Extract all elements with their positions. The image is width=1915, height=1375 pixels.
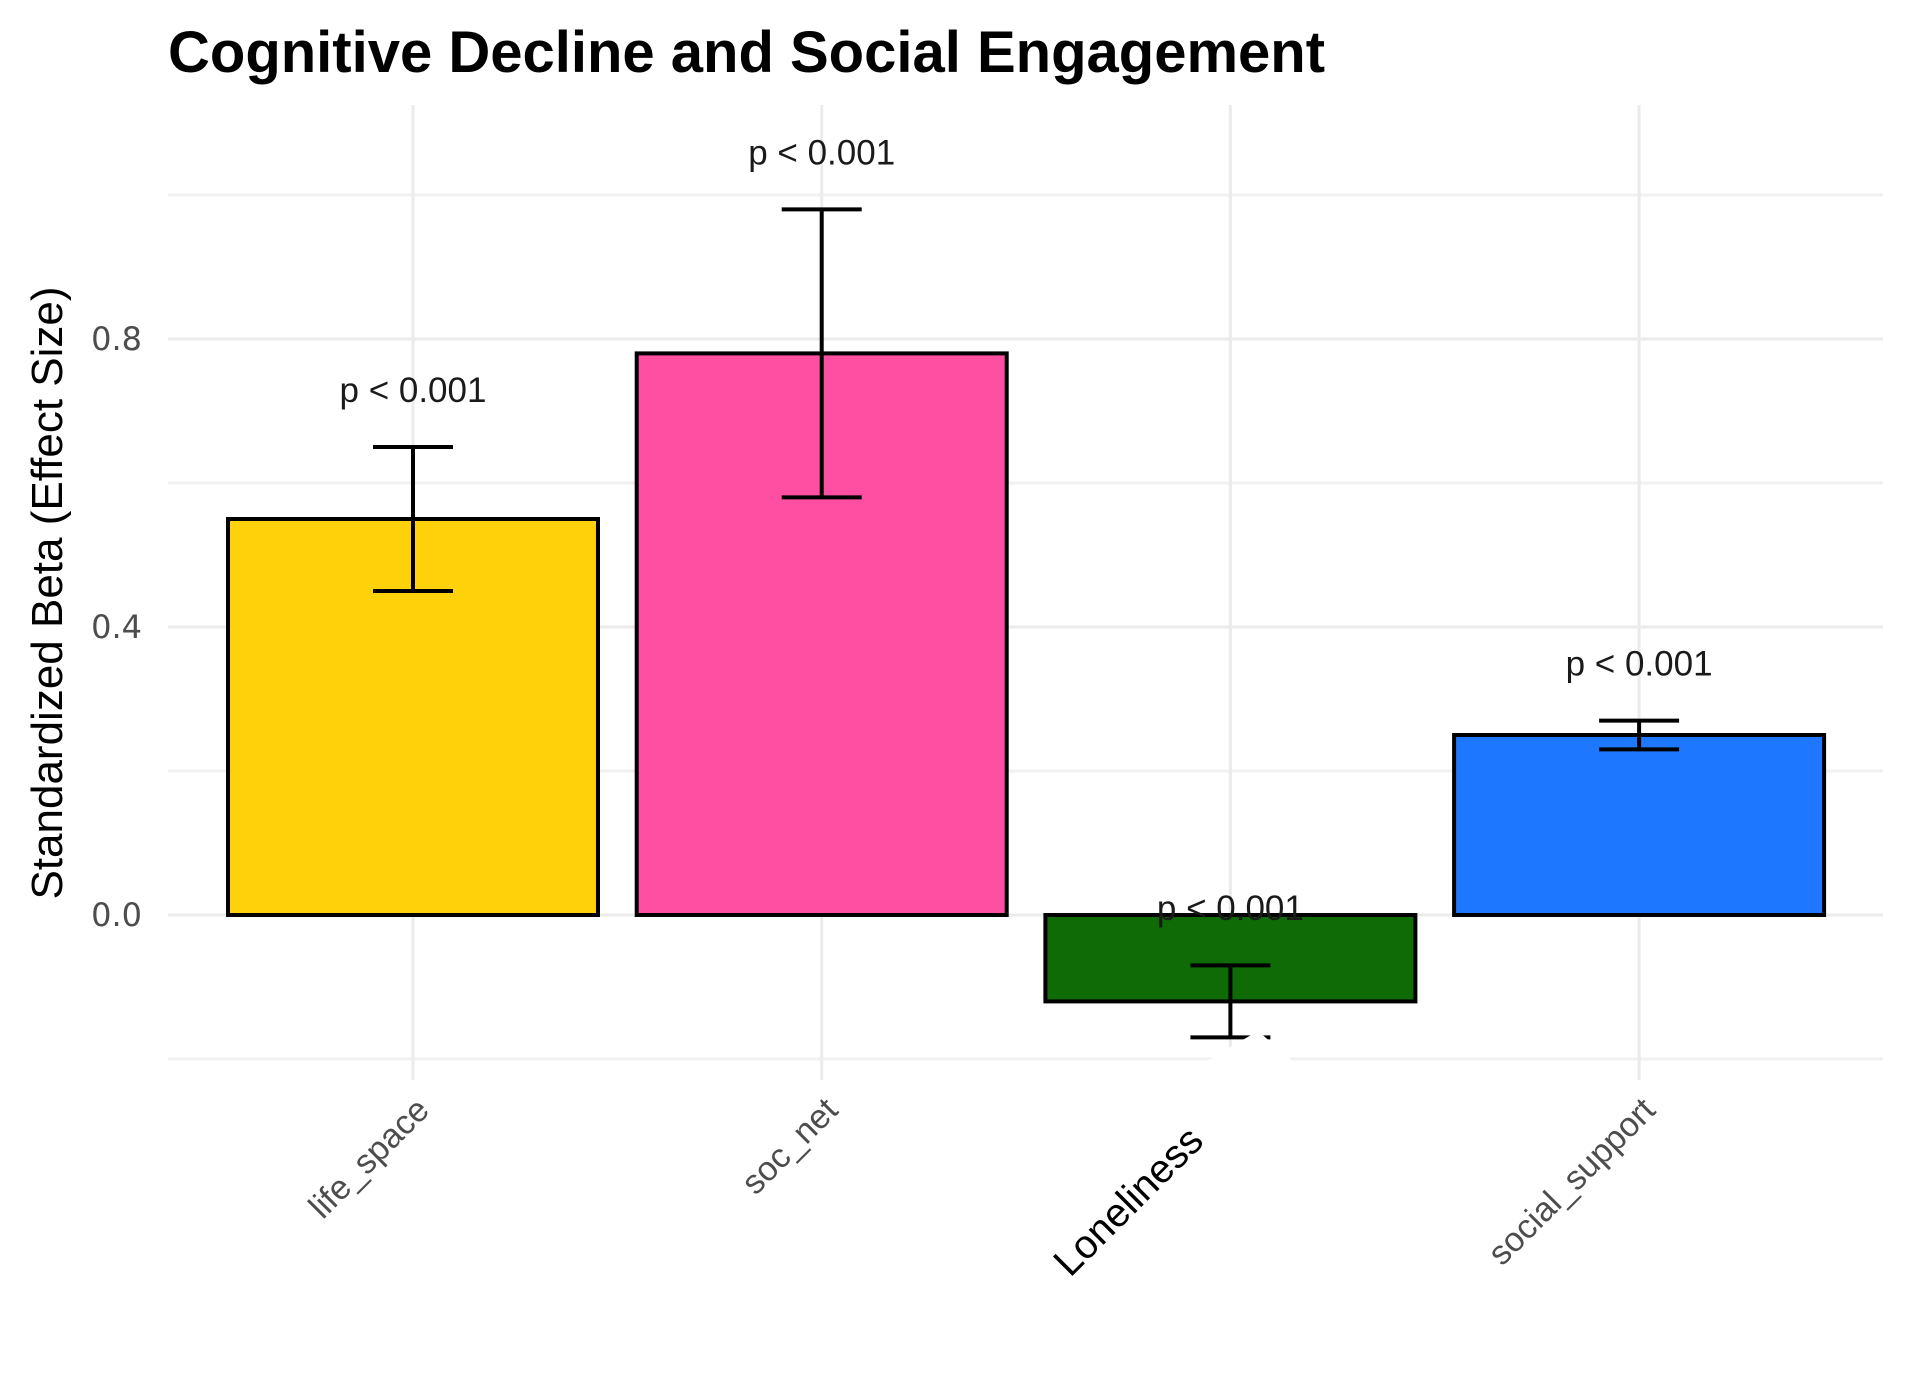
p-value-label: p < 0.001 xyxy=(340,371,487,410)
y-axis-ticks: 0.0 0.4 0.8 xyxy=(91,320,142,934)
x-tick-label: soc_net xyxy=(734,1090,845,1201)
x-tick-label: life_space xyxy=(302,1091,437,1226)
p-value-label: p < 0.001 xyxy=(748,133,895,172)
white-patch xyxy=(1205,1031,1294,1080)
white-patch-artifact xyxy=(1205,1031,1294,1080)
y-tick-label: 0.4 xyxy=(91,608,142,646)
error-bars xyxy=(373,207,1680,1040)
y-tick-label: 0.0 xyxy=(91,896,142,934)
p-value-annotations: p < 0.001 p < 0.001 p < 0.001 p < 0.001 xyxy=(340,133,1713,928)
p-value-label: p < 0.001 xyxy=(1566,645,1713,684)
bar-social_support xyxy=(1452,733,1827,917)
x-tick-label: Loneliness xyxy=(1045,1118,1211,1284)
y-axis-title: Standardized Beta (Effect Size) xyxy=(23,286,72,899)
chart-title: Cognitive Decline and Social Engagement xyxy=(168,20,1325,85)
p-value-label: p < 0.001 xyxy=(1157,889,1304,928)
x-tick-label: social_support xyxy=(1481,1090,1663,1272)
y-tick-label: 0.8 xyxy=(91,320,142,358)
x-axis-ticks: life_space soc_net Loneliness social_suppor… xyxy=(302,1090,1664,1284)
